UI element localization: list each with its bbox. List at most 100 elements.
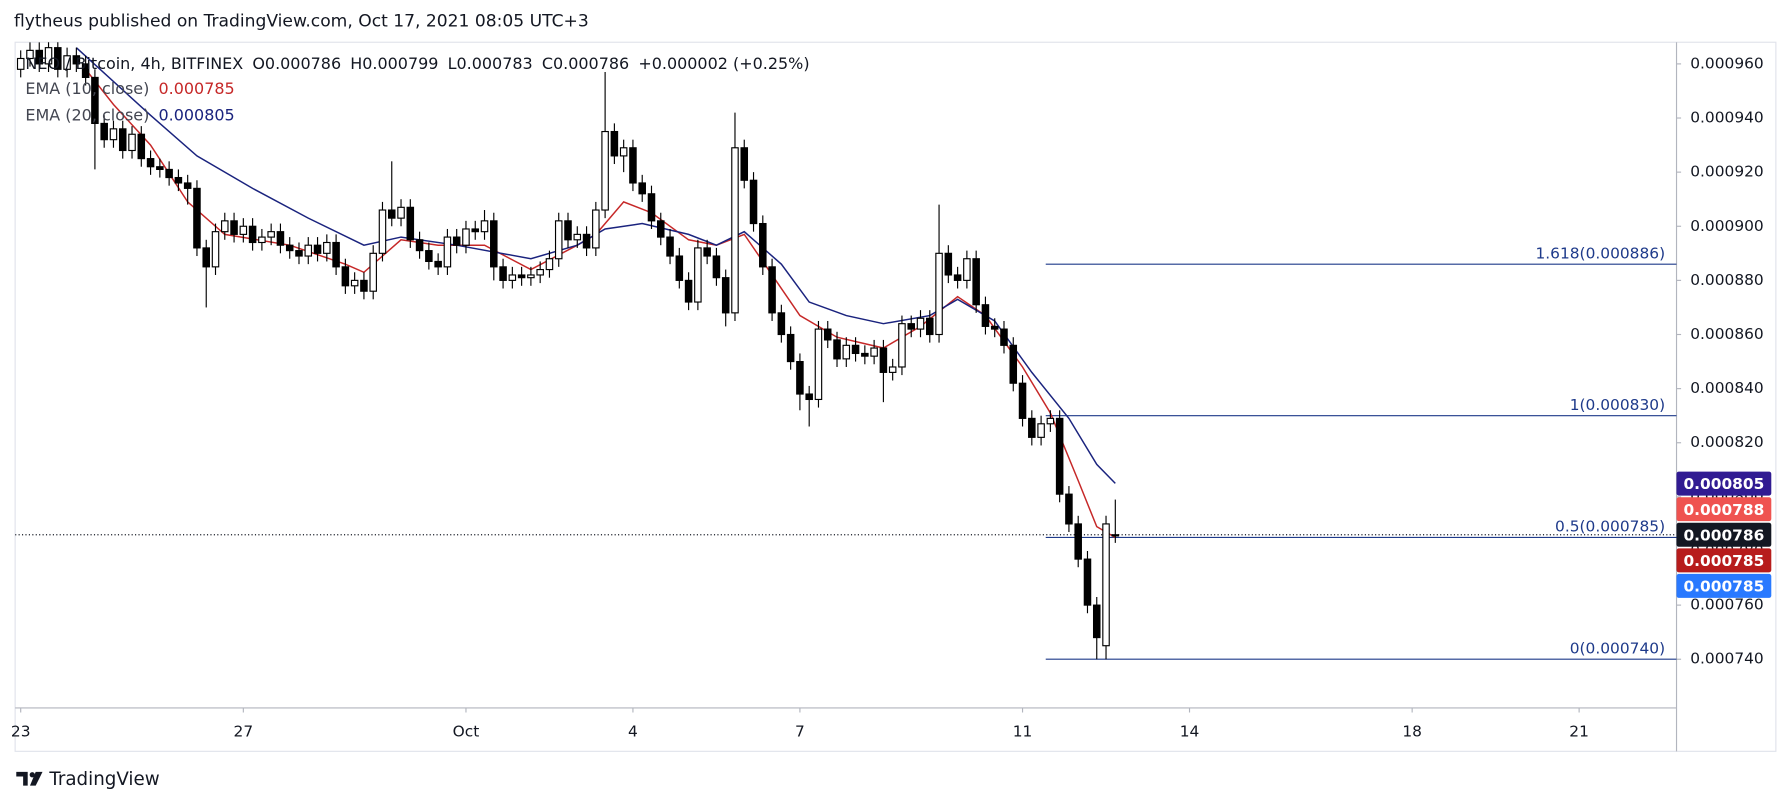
candle-body <box>823 328 832 341</box>
candle-body <box>239 225 248 235</box>
y-tick-label: 0.000960 <box>1690 54 1764 72</box>
candle-body <box>1000 328 1008 346</box>
candle-body <box>16 57 25 70</box>
candle-body <box>415 239 424 252</box>
candle-body <box>304 244 313 257</box>
candle-body <box>341 266 350 287</box>
y-tick-label: 0.000940 <box>1690 109 1764 127</box>
candle-body <box>91 76 99 125</box>
candle-body <box>230 220 238 235</box>
candle-body <box>1009 344 1018 384</box>
logo-mark <box>16 771 28 786</box>
candle-body <box>332 241 340 268</box>
candle-body <box>851 344 860 355</box>
candle-body <box>295 250 303 257</box>
candle-body <box>323 241 331 254</box>
candle-body <box>267 231 275 238</box>
candle-body <box>749 179 758 225</box>
x-tick-label: 27 <box>234 722 254 740</box>
price-tag <box>1676 522 1772 547</box>
candle-body <box>916 317 925 330</box>
candle-body <box>508 274 517 281</box>
candle-body <box>796 360 804 395</box>
legend-ohlc-key: H <box>350 53 362 72</box>
candle-body <box>425 250 433 263</box>
candle-body <box>536 268 544 276</box>
candle-body <box>545 258 554 271</box>
candle-body <box>907 323 915 330</box>
candle-body <box>684 279 693 303</box>
candle-body <box>926 317 934 336</box>
fib-label: 0(0.000740) <box>1570 639 1665 657</box>
legend-ohlc-value: 0.000786 <box>265 53 341 72</box>
footer-brand: TradingView <box>48 769 159 790</box>
candle-body <box>118 128 127 152</box>
legend-change: +0.000002 (+0.25%) <box>638 53 809 72</box>
y-tick-label: 0.000760 <box>1690 596 1764 614</box>
candle-body <box>258 236 266 244</box>
price-tag <box>1676 548 1772 573</box>
y-tick-label: 0.000900 <box>1690 217 1764 235</box>
candle-body <box>768 266 776 314</box>
legend-value: 0.000805 <box>158 105 234 124</box>
x-tick-label: 21 <box>1569 722 1589 740</box>
legend-name: EMA (20, close) <box>25 105 149 124</box>
price-tag <box>1676 497 1772 522</box>
fib-label: 0.5(0.000785) <box>1555 518 1665 536</box>
candle-body <box>35 49 44 65</box>
candle-body <box>517 274 526 279</box>
candle-body <box>109 128 118 141</box>
candle-body <box>183 182 192 189</box>
price-tag <box>1676 573 1772 598</box>
candle-body <box>675 255 684 281</box>
candle-body <box>647 193 656 222</box>
candle-body <box>156 166 164 171</box>
candle-body <box>221 220 229 233</box>
candle-body <box>694 247 702 303</box>
candle-body <box>731 147 739 314</box>
candle-body <box>944 252 953 276</box>
candle-body <box>490 220 498 268</box>
candle-body <box>666 236 674 257</box>
candle-body <box>879 347 888 373</box>
candle-body <box>786 333 795 363</box>
legend-ohlc-key: O <box>252 53 265 72</box>
candle-body <box>619 147 628 157</box>
candle-body <box>1037 423 1045 438</box>
x-tick-label: 11 <box>1013 722 1033 740</box>
candle-body <box>1092 604 1101 639</box>
candle-body <box>63 55 71 70</box>
x-tick-label: 23 <box>11 722 31 740</box>
candle-body <box>842 344 851 360</box>
candle-body <box>759 222 767 268</box>
price-tag-label: 0.000785 <box>1683 578 1764 596</box>
candle-body <box>805 393 813 401</box>
candle-body <box>592 209 600 249</box>
candle-body <box>1074 523 1082 560</box>
legend-ohlc-key: C <box>542 53 553 72</box>
legend-ohlc-value: 0.000786 <box>553 53 629 72</box>
candle-body <box>740 147 749 181</box>
legend-symbol: NEO / Bitcoin, 4h, BITFINEX <box>25 53 243 72</box>
candle-body <box>452 236 461 246</box>
candle-body <box>1083 558 1092 606</box>
overlay: 0.000960 0.000940 0.000920 0.000900 0.000880… <box>11 53 1772 740</box>
header-text: flytheus published on TradingView.com, O… <box>14 12 589 32</box>
candle-body <box>128 133 136 152</box>
candle-body <box>276 231 285 246</box>
candle-body <box>72 55 81 65</box>
candle-body <box>146 158 155 168</box>
candle-body <box>397 206 405 219</box>
candle-body <box>777 312 786 336</box>
legend-ohlc-key: L <box>448 53 457 72</box>
y-tick-label: 0.000860 <box>1690 325 1764 343</box>
candle-body <box>981 304 990 327</box>
legend-line: EMA (10, close) 0.000785 <box>25 79 234 98</box>
candle-body <box>1028 417 1036 438</box>
x-tick-label: 18 <box>1402 722 1422 740</box>
y-tick-label: 0.000840 <box>1690 379 1764 397</box>
candle-body <box>870 347 878 357</box>
